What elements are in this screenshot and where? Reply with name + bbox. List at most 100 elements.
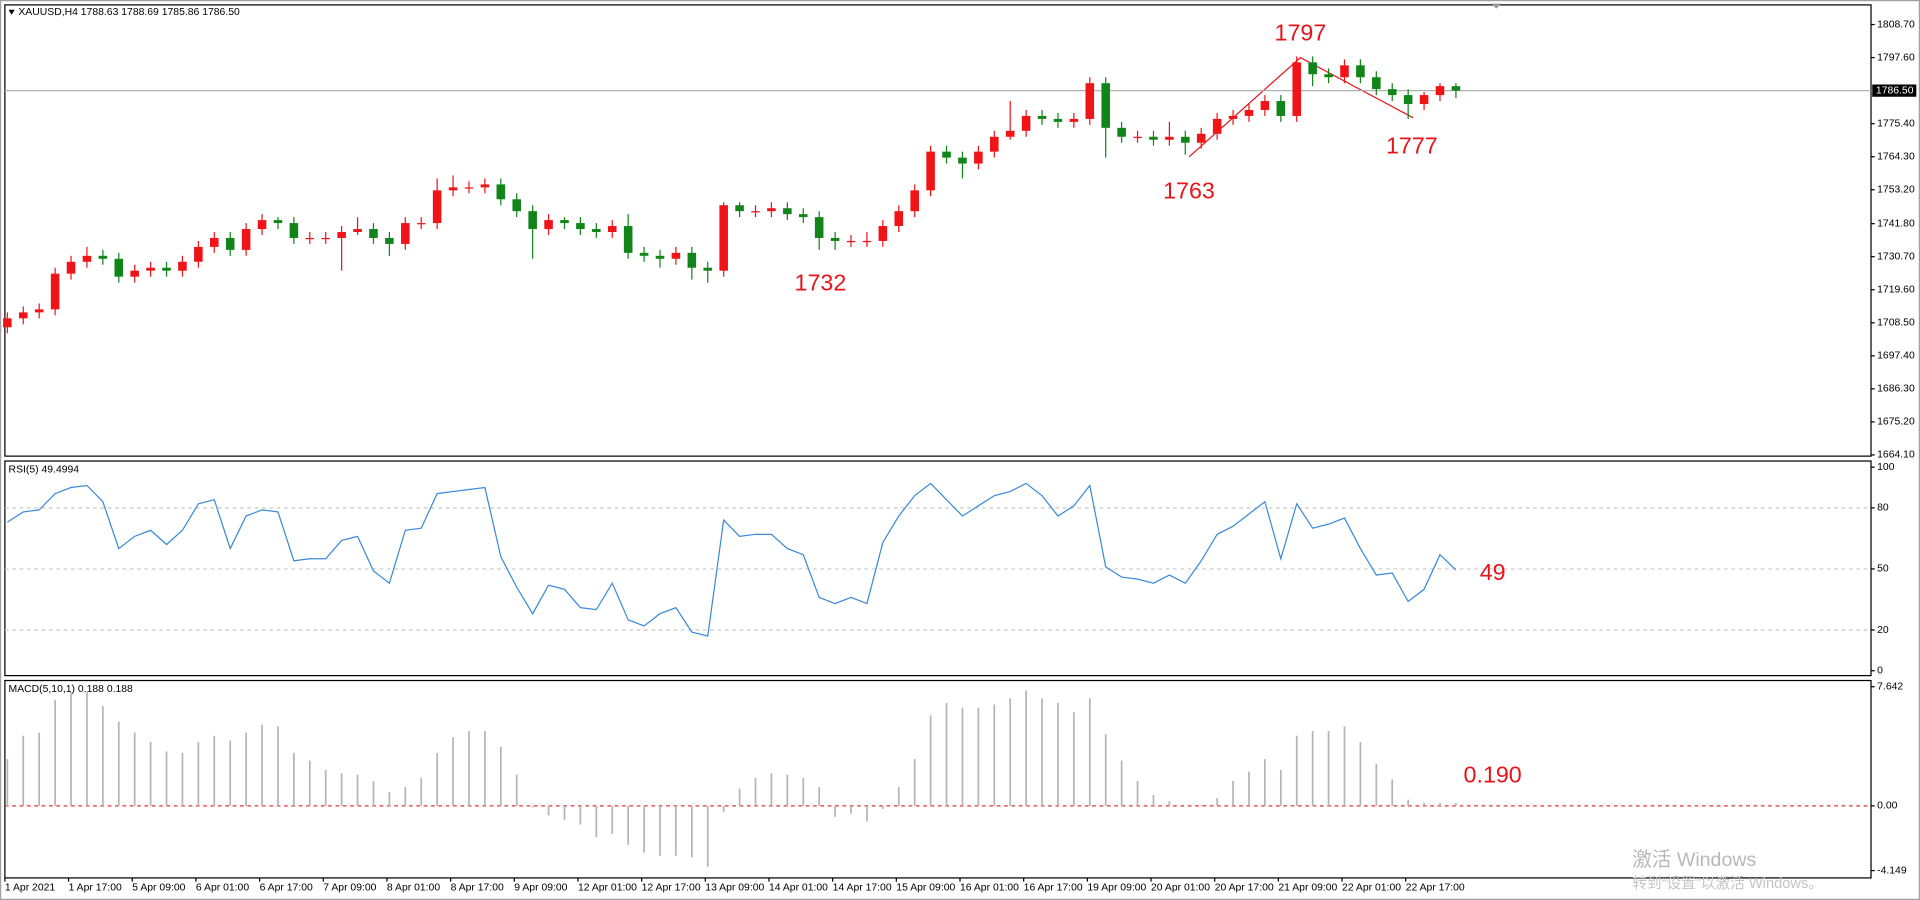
candle-body <box>1228 115 1238 119</box>
x-tick-label: 16 Apr 01:00 <box>960 882 1019 893</box>
candle-body <box>432 190 442 224</box>
x-tick-label: 1 Apr 17:00 <box>69 882 122 893</box>
candle-body <box>210 237 219 247</box>
candle-body <box>3 318 12 328</box>
candle-body <box>814 217 824 238</box>
candle-body <box>1356 65 1365 78</box>
candle-body <box>671 252 681 259</box>
y-tick-label: 100 <box>1877 462 1895 473</box>
x-tick-label: 9 Apr 09:00 <box>514 882 567 893</box>
candle-body <box>1005 130 1015 137</box>
x-tick-label: 15 Apr 09:00 <box>896 882 955 893</box>
annotation: 1797 <box>1275 19 1327 45</box>
candle-body <box>369 229 378 238</box>
y-tick-label: 1741.80 <box>1877 218 1915 229</box>
x-tick-label: 1 Apr 2021 <box>5 882 56 893</box>
candle-body <box>1212 118 1222 134</box>
candle-body <box>448 187 458 191</box>
candle-body <box>1451 86 1461 91</box>
candle-body <box>1308 62 1317 75</box>
candle-body <box>751 211 760 213</box>
candle-body <box>1021 115 1031 131</box>
x-tick-label: 14 Apr 17:00 <box>833 882 892 893</box>
y-tick-label: 1730.70 <box>1877 251 1915 262</box>
y-tick-label: 1719.60 <box>1877 284 1915 295</box>
watermark-title: 激活 Windows <box>1632 849 1756 871</box>
y-tick-label: 1708.50 <box>1877 318 1915 329</box>
candle-body <box>1181 136 1190 143</box>
x-tick-label: 6 Apr 17:00 <box>260 882 313 893</box>
annotation: 1732 <box>795 270 847 296</box>
candle-body <box>257 220 267 230</box>
candle-body <box>1244 109 1254 116</box>
y-tick-label: 1775.40 <box>1877 118 1915 129</box>
candle-body <box>1403 95 1413 105</box>
candle-body <box>1419 95 1429 105</box>
candle-body <box>639 252 649 256</box>
candle-body <box>401 223 410 244</box>
candle-body <box>114 258 124 277</box>
candle-body <box>146 267 155 271</box>
annotation: 1763 <box>1163 178 1215 204</box>
shift-marker <box>1491 3 1502 9</box>
candle-body <box>1053 118 1063 122</box>
candle-body <box>735 205 744 212</box>
candle-body <box>512 199 522 212</box>
annotation: 0.190 <box>1464 761 1522 787</box>
candle-body <box>480 184 490 188</box>
candle-body <box>464 187 474 189</box>
x-tick-label: 5 Apr 09:00 <box>132 882 185 893</box>
candle-body <box>719 205 728 271</box>
y-tick-label: -4.149 <box>1877 865 1907 876</box>
candle-body <box>162 267 171 271</box>
y-tick-label: 1697.40 <box>1877 351 1915 362</box>
candle-body <box>1165 136 1174 140</box>
candle-body <box>974 151 983 164</box>
candle-body <box>337 232 346 238</box>
candle-body <box>703 267 713 271</box>
candle-body <box>942 151 951 158</box>
candle-body <box>98 255 108 259</box>
candle-body <box>34 309 44 313</box>
x-tick-label: 22 Apr 17:00 <box>1406 882 1465 893</box>
candle-body <box>623 226 633 253</box>
candle-body <box>130 270 139 277</box>
candle-body <box>305 237 315 240</box>
candle-body <box>655 255 665 259</box>
y-tick-label: 7.642 <box>1877 681 1903 692</box>
zigzag <box>1188 56 1414 158</box>
candle-body <box>353 229 362 233</box>
candle-body <box>767 208 776 212</box>
candle-body <box>321 237 330 240</box>
candle-body <box>1387 89 1397 96</box>
macd-title: MACD(5,10,1) 0.188 0.188 <box>9 684 133 695</box>
y-tick-label: 1797.60 <box>1877 52 1915 63</box>
candle-body <box>241 229 251 250</box>
y-tick-label: 50 <box>1877 564 1889 575</box>
candle-body <box>1372 77 1381 90</box>
candle-body <box>687 252 697 268</box>
y-tick-label: 80 <box>1877 503 1889 514</box>
y-tick-label: 1808.70 <box>1877 19 1915 30</box>
candle-body <box>592 229 601 233</box>
candle-body <box>1069 118 1079 122</box>
x-tick-label: 13 Apr 09:00 <box>705 882 764 893</box>
candle-body <box>1260 101 1270 110</box>
candle-body <box>194 246 203 262</box>
candle-body <box>289 223 299 238</box>
x-tick-label: 8 Apr 17:00 <box>451 882 504 893</box>
annotation: 1777 <box>1386 132 1438 158</box>
candle-body <box>496 184 506 200</box>
x-tick-label: 20 Apr 17:00 <box>1215 882 1274 893</box>
y-tick-label: 0.00 <box>1877 801 1897 812</box>
y-tick-label: 1764.30 <box>1877 151 1915 162</box>
candle-body <box>783 208 792 215</box>
candle-body <box>560 220 569 224</box>
candle-body <box>894 211 904 227</box>
x-tick-label: 12 Apr 01:00 <box>578 882 637 893</box>
menu-arrow[interactable] <box>8 9 15 15</box>
rsi-line <box>7 482 1457 637</box>
x-tick-label: 20 Apr 01:00 <box>1151 882 1210 893</box>
candle-body <box>1292 62 1302 116</box>
